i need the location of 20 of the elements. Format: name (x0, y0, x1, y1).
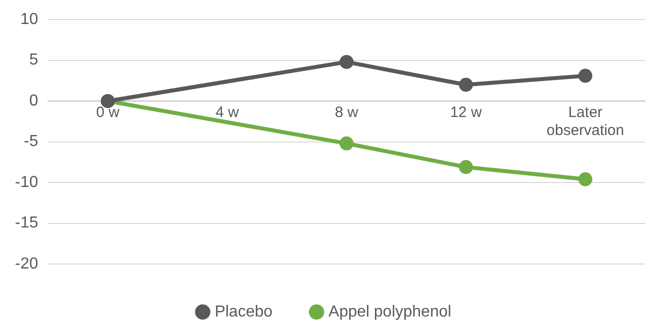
y-tick-label: 5 (29, 52, 38, 69)
y-tick-label: 10 (20, 11, 38, 28)
point (340, 54, 354, 69)
legend-label: Placebo (214, 303, 273, 320)
y-tick-label: -15 (15, 214, 38, 232)
x-tick-label: 4 w (216, 104, 240, 122)
point (340, 136, 354, 150)
legend-label: Appel polyphenol (328, 303, 452, 320)
x-tick-label: Later observation (546, 104, 624, 140)
point (458, 160, 473, 174)
x-tick-label: 0 w (96, 104, 120, 122)
x-tick-label: 12 w (450, 104, 482, 122)
y-tick-label: -5 (24, 133, 38, 150)
y-tick-label: 0 (29, 92, 38, 110)
point (578, 68, 592, 83)
y-tick-label: -20 (15, 255, 38, 272)
point (578, 172, 592, 186)
point (458, 78, 473, 92)
x-tick-label: 8 w (334, 104, 358, 122)
y-tick-label: -10 (15, 174, 38, 191)
